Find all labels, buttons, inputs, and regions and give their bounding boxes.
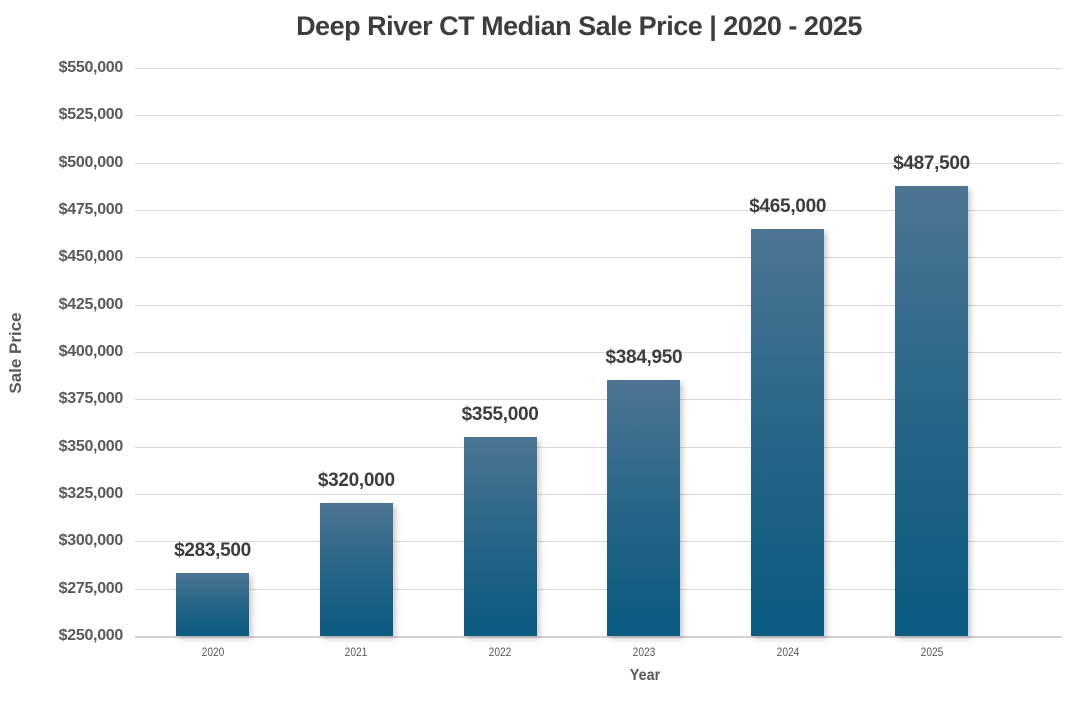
bar-2023 xyxy=(607,380,681,636)
y-tick-label: $300,000 xyxy=(58,532,124,550)
y-tick-label: $350,000 xyxy=(58,437,124,455)
y-tick-label: $250,000 xyxy=(58,627,124,644)
y-tick-label: $375,000 xyxy=(58,390,124,408)
bar-2025 xyxy=(895,186,968,636)
bar-2024 xyxy=(751,228,825,636)
x-tick-label: 2024 xyxy=(776,645,800,659)
x-tick-label: 2022 xyxy=(488,645,512,659)
gridline xyxy=(135,446,1062,448)
bar-2020 xyxy=(176,572,249,636)
gridline xyxy=(135,352,1062,353)
chart-title: Deep River CT Median Sale Price | 2020 -… xyxy=(296,11,862,41)
gridline xyxy=(135,399,1062,401)
bar-value-label: $283,500 xyxy=(174,539,251,561)
y-tick-label: $400,000 xyxy=(58,343,124,360)
bar-value-label: $465,000 xyxy=(749,195,827,217)
bar-value-label: $355,000 xyxy=(461,404,539,426)
y-tick-label: $450,000 xyxy=(58,248,124,266)
gridline xyxy=(135,115,1062,117)
x-axis-title: Year xyxy=(629,667,661,684)
gridline xyxy=(135,541,1062,543)
gridline xyxy=(135,494,1062,495)
bar-value-label: $487,500 xyxy=(893,153,970,175)
y-tick-label: $325,000 xyxy=(58,485,124,502)
gridline xyxy=(135,588,1062,590)
x-tick-label: 2025 xyxy=(920,645,943,659)
bar-2022 xyxy=(463,437,537,636)
gridline xyxy=(135,68,1062,69)
gridline xyxy=(135,257,1062,259)
gridline xyxy=(135,304,1062,306)
y-tick-label: $425,000 xyxy=(58,295,124,313)
bar-value-label: $384,950 xyxy=(605,347,683,369)
bar-value-label: $320,000 xyxy=(317,470,395,492)
x-tick-label: 2023 xyxy=(632,645,656,659)
y-tick-label: $500,000 xyxy=(58,153,124,171)
x-axis-line xyxy=(135,635,1062,638)
bar-2021 xyxy=(319,503,393,636)
gridline xyxy=(135,210,1062,211)
y-tick-label: $275,000 xyxy=(58,579,124,597)
gridline xyxy=(135,162,1062,164)
y-tick-label: $475,000 xyxy=(58,201,124,218)
y-tick-label: $550,000 xyxy=(58,59,124,76)
x-tick-label: 2021 xyxy=(344,645,368,659)
x-tick-label: 2020 xyxy=(201,645,224,659)
y-tick-label: $525,000 xyxy=(58,106,124,124)
